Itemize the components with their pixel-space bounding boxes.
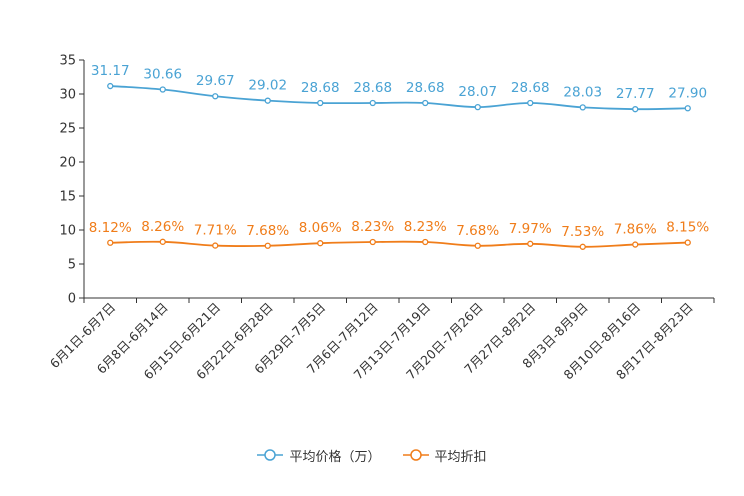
data-point[interactable] — [422, 99, 429, 107]
data-label: 8.23% — [404, 219, 447, 235]
data-point[interactable] — [579, 243, 586, 250]
legend-label: 平均折扣 — [434, 449, 487, 465]
y-tick-label: 35 — [59, 54, 76, 69]
data-point[interactable] — [632, 241, 639, 248]
chart-legend: 平均价格（万） 平均折扣 — [0, 444, 744, 466]
data-point[interactable] — [369, 238, 376, 246]
data-point[interactable] — [159, 238, 166, 245]
series-line — [110, 240, 688, 248]
data-label: 8.26% — [141, 219, 184, 235]
data-label: 28.68 — [301, 80, 340, 96]
data-label: 30.66 — [143, 67, 182, 83]
data-point[interactable] — [212, 93, 219, 100]
data-label: 28.68 — [353, 80, 392, 96]
data-label: 8.15% — [666, 220, 709, 236]
data-point[interactable] — [474, 242, 481, 249]
data-point[interactable] — [422, 238, 429, 246]
data-label: 27.90 — [668, 85, 707, 101]
data-label: 7.97% — [509, 221, 552, 237]
data-point[interactable] — [684, 105, 691, 112]
data-label: 7.68% — [246, 223, 289, 239]
data-label: 8.12% — [89, 220, 132, 236]
series-2: 8.12% 8.26% 7.71% 7.68% 8.06% 8.23% 8.23% 7.68%… — [89, 219, 709, 250]
data-label: 28.07 — [458, 84, 497, 100]
data-point[interactable] — [369, 99, 376, 107]
data-point[interactable] — [212, 242, 219, 249]
data-label: 7.86% — [614, 222, 657, 238]
data-point[interactable] — [264, 97, 271, 104]
data-point[interactable] — [632, 106, 639, 113]
data-point[interactable] — [107, 82, 114, 90]
legend-item-2[interactable]: 平均折扣 — [402, 446, 487, 465]
legend-line-marker-icon — [257, 449, 284, 461]
y-tick-label: 5 — [68, 258, 76, 273]
y-tick-label: 10 — [59, 224, 76, 239]
data-point[interactable] — [317, 240, 324, 247]
y-tick-label: 30 — [59, 88, 76, 103]
y-tick-label: 20 — [59, 156, 76, 171]
data-label: 8.23% — [351, 219, 394, 235]
legend-item-1[interactable]: 平均价格（万） — [257, 446, 381, 465]
data-point[interactable] — [684, 239, 691, 246]
chart-series: 31.17 30.66 29.67 29.02 28.68 28.68 28.68 28.07… — [89, 63, 709, 250]
data-point[interactable] — [579, 104, 586, 111]
series-1: 31.17 30.66 29.67 29.02 28.68 28.68 28.68 28.07… — [91, 63, 707, 113]
y-tick-label: 25 — [59, 122, 76, 137]
data-label: 28.03 — [563, 84, 602, 100]
data-label: 8.06% — [299, 220, 342, 236]
data-point[interactable] — [527, 99, 534, 107]
legend-line-marker-icon — [402, 449, 429, 461]
data-point[interactable] — [317, 99, 324, 107]
data-label: 29.67 — [196, 73, 235, 89]
y-tick-label: 0 — [68, 292, 76, 307]
series-line — [110, 85, 688, 111]
legend-label: 平均价格（万） — [289, 449, 381, 465]
data-label: 29.02 — [248, 78, 287, 94]
data-label: 7.71% — [194, 223, 237, 239]
data-point[interactable] — [159, 86, 166, 93]
data-label: 31.17 — [91, 63, 130, 79]
y-tick-label: 15 — [59, 190, 76, 205]
data-label: 28.68 — [406, 80, 445, 96]
data-point[interactable] — [474, 103, 481, 111]
data-point[interactable] — [264, 242, 271, 249]
data-label: 27.77 — [616, 86, 655, 102]
data-label: 7.68% — [456, 223, 499, 239]
data-point[interactable] — [527, 240, 534, 247]
data-label: 7.53% — [561, 224, 604, 240]
data-point[interactable] — [107, 239, 114, 246]
data-label: 28.68 — [511, 80, 550, 96]
